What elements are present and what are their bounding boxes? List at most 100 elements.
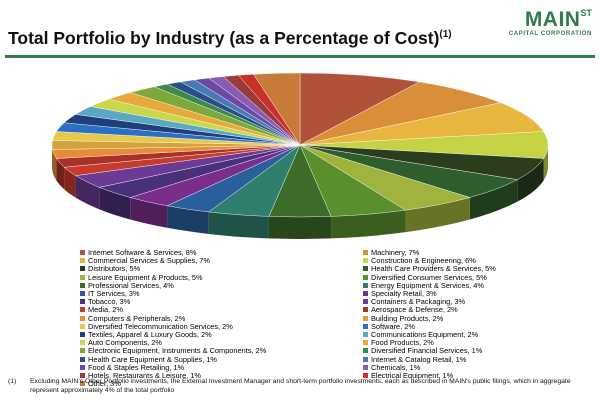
- logo-superscript: ST: [580, 8, 592, 18]
- legend-swatch: [80, 299, 85, 305]
- legend-item: Containers & Packaging, 3%: [363, 297, 465, 306]
- legend-swatch: [363, 373, 368, 378]
- legend-label: Health Care Providers & Services, 5%: [371, 264, 496, 274]
- legend-swatch: [363, 250, 368, 255]
- pie-slice-side: [543, 145, 548, 181]
- legend-item: Diversified Consumer Services, 5%: [363, 273, 487, 282]
- legend-swatch: [363, 274, 368, 280]
- legend-item: Aerospace & Defense, 2%: [363, 305, 458, 314]
- legend-label: Health Care Equipment & Supplies, 1%: [88, 354, 217, 364]
- legend-label: Electrical Equipment, 1%: [371, 371, 454, 380]
- pie-slice: Internet Software & Services, 8%: [299, 72, 421, 146]
- legend-label: Software, 2%: [371, 321, 415, 331]
- pie-slice-side: [331, 210, 406, 239]
- legend-item: Diversified Financial Services, 1%: [363, 346, 482, 355]
- legend-swatch: [363, 258, 368, 264]
- legend-item: Media, 2%: [80, 305, 123, 314]
- legend-item: Software, 2%: [363, 322, 415, 331]
- legend-item: Food & Staples Retailing, 1%: [80, 363, 184, 372]
- pie-chart: Internet Software & Services, 8%Machiner…: [51, 72, 549, 239]
- chart-title: Total Portfolio by Industry (as a Percen…: [8, 28, 452, 48]
- legend-label: Commercial Services & Supplies, 7%: [88, 256, 210, 266]
- legend-swatch: [80, 373, 85, 378]
- legend-item: Communications Equipment, 2%: [363, 330, 478, 339]
- legend-label: Textiles, Apparel & Luxury Goods, 2%: [88, 330, 212, 339]
- legend-item: Leisure Equipment & Products, 5%: [80, 273, 203, 282]
- legend-label: Diversified Consumer Services, 5%: [371, 272, 487, 282]
- legend-swatch: [363, 299, 368, 305]
- legend-swatch: [80, 307, 85, 313]
- footnote-number: (1): [8, 378, 17, 385]
- legend-item: Food Products, 2%: [363, 338, 434, 347]
- legend-item: Distributors, 5%: [80, 264, 140, 273]
- pie-slice-side: [64, 167, 76, 198]
- legend-item: Electronic Equipment, Instruments & Comp…: [80, 346, 266, 355]
- legend-item: Hotels, Restaurants & Leisure, 1%: [80, 371, 201, 380]
- legend-label: Communications Equipment, 2%: [371, 330, 479, 339]
- legend-swatch: [80, 332, 85, 337]
- legend-item: Diversified Telecommunication Services, …: [80, 322, 233, 331]
- legend-item: Internet & Catalog Retail, 1%: [363, 355, 466, 364]
- legend-label: Professional Services, 4%: [88, 280, 174, 290]
- legend-swatch: [363, 348, 368, 354]
- legend-item: Commercial Services & Supplies, 7%: [80, 256, 210, 265]
- legend-label: Media, 2%: [88, 305, 123, 315]
- pie-slice-side: [208, 211, 269, 239]
- legend-swatch: [363, 291, 368, 296]
- legend-swatch: [80, 323, 85, 329]
- legend-label: Food Products, 2%: [371, 338, 434, 348]
- legend-item: Building Products, 2%: [363, 314, 443, 323]
- legend-item: Tobacco, 3%: [80, 297, 130, 306]
- legend-item: Electrical Equipment, 1%: [363, 371, 453, 380]
- legend-swatch: [363, 282, 368, 288]
- legend-item: Machinery, 7%: [363, 248, 419, 257]
- legend-label: Tobacco, 3%: [88, 297, 131, 307]
- header-divider: [5, 55, 595, 58]
- legend-label: Chemicals, 1%: [371, 362, 421, 372]
- pie-slice: Commercial Services & Supplies, 7%: [299, 102, 544, 146]
- legend-label: Machinery, 7%: [371, 248, 420, 257]
- legend-label: Aerospace & Defense, 2%: [371, 305, 458, 315]
- footnote-text: Excluding MAIN's Other Portfolio investm…: [30, 378, 571, 394]
- legend-swatch: [363, 323, 368, 329]
- legend-item: Health Care Equipment & Supplies, 1%: [80, 355, 217, 364]
- logo-main-text: MAIN: [524, 8, 581, 31]
- legend-item: IT Services, 3%: [80, 289, 140, 298]
- legend-swatch: [363, 356, 368, 362]
- legend-swatch: [80, 381, 85, 387]
- legend-item: Other, 3%: [80, 379, 121, 388]
- legend-label: Energy Equipment & Services, 4%: [371, 280, 484, 290]
- chart-title-block: Total Portfolio by Industry (as a Percen…: [8, 28, 498, 49]
- pie-slice-side: [167, 205, 209, 234]
- legend-swatch: [363, 266, 368, 272]
- legend-item: Health Care Providers & Services, 5%: [363, 264, 496, 273]
- pie-slice-side: [56, 158, 65, 190]
- legend-item: Textiles, Apparel & Luxury Goods, 2%: [80, 330, 212, 339]
- pie-slice: Machinery, 7%: [299, 81, 502, 146]
- legend-swatch: [80, 274, 85, 280]
- legend-item: Computers & Peripherals, 2%: [80, 314, 185, 323]
- pie-slice-side: [405, 197, 470, 233]
- pie-slice-side: [130, 197, 168, 228]
- legend-item: Professional Services, 4%: [80, 281, 174, 290]
- legend-swatch: [363, 340, 368, 346]
- legend-label: Diversified Financial Services, 1%: [371, 346, 483, 356]
- legend-swatch: [80, 250, 85, 255]
- pie-slice-side: [517, 158, 544, 202]
- legend-item: Internet Software & Services, 8%: [80, 248, 196, 257]
- company-logo: MAINST CAPITAL CORPORATION: [506, 2, 592, 37]
- legend-label: Construction & Engineering, 6%: [371, 256, 476, 266]
- legend-label: Internet Software & Services, 8%: [88, 248, 197, 257]
- legend-swatch: [363, 364, 368, 370]
- legend-swatch: [80, 315, 85, 321]
- pie-slice-side: [469, 179, 518, 220]
- legend-swatch: [80, 348, 85, 354]
- footnote: (1) Excluding MAIN's Other Portfolio inv…: [8, 378, 593, 395]
- legend-item: Energy Equipment & Services, 4%: [363, 281, 484, 290]
- legend-label: Electronic Equipment, Instruments & Comp…: [88, 346, 267, 356]
- legend-swatch: [80, 340, 85, 346]
- legend-swatch: [363, 315, 368, 321]
- legend-item: Specialty Retail, 3%: [363, 289, 437, 298]
- title-footnote-marker: (1): [439, 29, 452, 41]
- legend-label: IT Services, 3%: [88, 289, 140, 298]
